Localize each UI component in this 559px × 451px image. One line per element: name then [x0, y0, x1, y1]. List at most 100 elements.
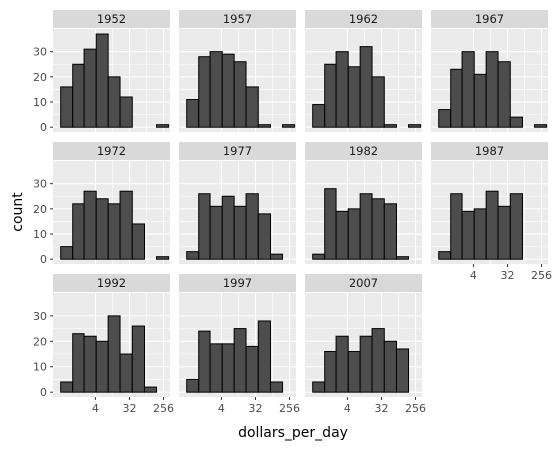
histogram-bar: [107, 76, 121, 128]
histogram-bar: [221, 343, 235, 393]
facet-strip: [431, 142, 548, 160]
histogram-bar: [485, 190, 499, 260]
facet-strip-label: 1977: [223, 144, 252, 158]
facet-panel-2007: 2007 4 32 256: [305, 274, 426, 415]
histogram-bar: [347, 208, 361, 260]
histogram-bar: [324, 350, 337, 393]
x-tick-label: 4: [344, 402, 351, 415]
histogram-bar: [83, 335, 97, 393]
y-tick-label: 0: [40, 253, 47, 266]
histogram-bar: [186, 378, 200, 393]
histogram-bar: [233, 61, 247, 128]
histogram-bar: [395, 348, 410, 393]
histogram-bar: [186, 251, 200, 260]
histogram-bar: [156, 256, 170, 260]
histogram-bar: [209, 343, 223, 393]
x-tick-label: 4: [218, 402, 225, 415]
x-tick-label: 32: [500, 269, 514, 282]
facet-strip: [53, 10, 170, 28]
histogram-bar: [335, 335, 349, 393]
histogram-bar: [72, 63, 85, 128]
facet-panel-1957: 1957: [179, 10, 296, 132]
x-tick-label: 32: [374, 402, 388, 415]
histogram-bar: [95, 340, 109, 393]
histogram-bar: [245, 193, 259, 260]
histogram-bar: [233, 205, 247, 260]
histogram-bar: [509, 116, 523, 128]
facet-panel-1992: 1992 0 10 20 30 4 32 256: [33, 274, 174, 415]
facet-strip: [305, 10, 422, 28]
facet-strip-label: 2007: [349, 276, 378, 290]
histogram-bar: [257, 124, 271, 128]
facet-panel-1987: 1987 4 32 256: [431, 142, 552, 282]
facet-strip-label: 1982: [349, 144, 378, 158]
histogram-bar: [335, 210, 349, 260]
facet-panel-1967: 1967: [431, 10, 548, 132]
histogram-bar: [312, 381, 326, 393]
histogram-bar: [60, 246, 74, 260]
histogram-bar: [324, 63, 337, 128]
histogram-bar: [408, 124, 422, 128]
facet-panel-1982: 1982: [305, 142, 422, 264]
histogram-bar: [383, 203, 397, 260]
histogram-bar: [60, 86, 74, 128]
histogram-bar: [450, 193, 463, 260]
facet-strip-label: 1997: [223, 276, 252, 290]
facet-strip: [179, 274, 296, 292]
histogram-bar: [209, 205, 223, 260]
y-tick-label: 10: [33, 228, 47, 241]
facet-strip: [305, 142, 422, 160]
x-tick-label: 256: [279, 402, 300, 415]
histogram-bar: [119, 353, 133, 393]
facet-panel-1977: 1977: [179, 142, 296, 264]
facet-strip: [53, 142, 170, 160]
histogram-bar: [269, 253, 284, 260]
facet-strip: [431, 10, 548, 28]
histogram-bar: [312, 253, 326, 260]
histogram-bar: [461, 51, 475, 128]
histogram-bar: [131, 223, 145, 260]
x-tick-label: 32: [122, 402, 136, 415]
histogram-bar: [198, 330, 211, 393]
histogram-bar: [72, 333, 85, 393]
histogram-bar: [359, 335, 373, 393]
histogram-bar: [438, 251, 452, 260]
y-tick-label: 20: [33, 203, 47, 216]
y-tick-label: 30: [33, 46, 47, 59]
facet-strip-label: 1957: [223, 12, 252, 26]
histogram-bar: [107, 203, 121, 260]
histogram-bar: [257, 213, 271, 260]
facet-strip: [305, 274, 422, 292]
histogram-bar: [383, 124, 397, 128]
histogram-bar: [269, 381, 284, 393]
histogram-bar: [371, 328, 385, 393]
facet-strip-label: 1972: [97, 144, 126, 158]
y-tick-label: 30: [33, 178, 47, 191]
histogram-bar: [450, 68, 463, 128]
x-tick-label: 4: [470, 269, 477, 282]
facet-panel-1972: 1972 0 10 20 30: [33, 142, 170, 266]
facet-strip-label: 1992: [97, 276, 126, 290]
histogram-bar: [395, 256, 410, 260]
x-axis-title: dollars_per_day: [238, 425, 348, 441]
histogram-bar: [347, 350, 361, 393]
facet-strip-label: 1962: [349, 12, 378, 26]
histogram-bar: [95, 198, 109, 260]
y-tick-label: 20: [33, 335, 47, 348]
x-tick-label: 256: [405, 402, 426, 415]
facet-panel-1952: 1952 0 10 20 30: [33, 10, 170, 134]
histogram-bar: [143, 386, 158, 393]
histogram-bar: [198, 56, 211, 128]
x-tick-label: 256: [153, 402, 174, 415]
facet-strip: [53, 274, 170, 292]
histogram-bar: [119, 190, 133, 260]
facet-strip: [179, 10, 296, 28]
histogram-bar: [245, 345, 259, 393]
facet-panel-1962: 1962: [305, 10, 422, 132]
histogram-bar: [245, 86, 259, 128]
histogram-bar: [371, 198, 385, 260]
y-tick-label: 0: [40, 121, 47, 134]
histogram-bar: [209, 51, 223, 128]
x-tick-label: 32: [248, 402, 262, 415]
